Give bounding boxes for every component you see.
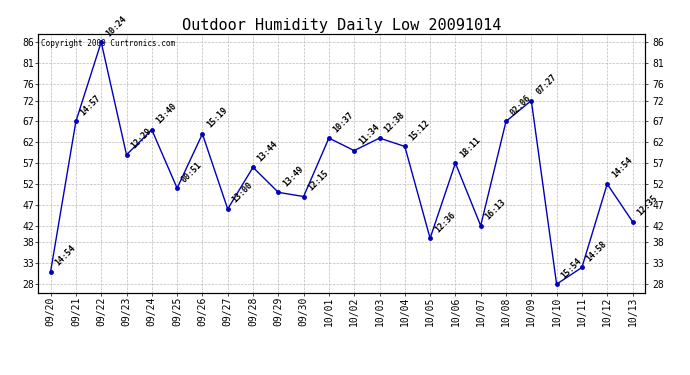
Text: 12:15: 12:15 xyxy=(306,168,331,192)
Text: 10:37: 10:37 xyxy=(332,110,356,134)
Text: 15:12: 15:12 xyxy=(408,118,432,142)
Text: 14:57: 14:57 xyxy=(79,93,103,117)
Text: 00:51: 00:51 xyxy=(180,160,204,184)
Text: 18:11: 18:11 xyxy=(458,135,482,159)
Text: 14:58: 14:58 xyxy=(584,239,609,263)
Text: 12:29: 12:29 xyxy=(129,127,153,151)
Text: 12:36: 12:36 xyxy=(433,210,457,234)
Text: 10:24: 10:24 xyxy=(104,14,128,38)
Text: 11:34: 11:34 xyxy=(357,122,381,147)
Title: Outdoor Humidity Daily Low 20091014: Outdoor Humidity Daily Low 20091014 xyxy=(182,18,501,33)
Text: Copyright 2009 Curtronics.com: Copyright 2009 Curtronics.com xyxy=(41,39,175,48)
Text: 13:49: 13:49 xyxy=(281,164,305,188)
Text: 14:54: 14:54 xyxy=(610,156,634,180)
Text: 13:44: 13:44 xyxy=(256,139,280,163)
Text: 14:54: 14:54 xyxy=(53,243,77,267)
Text: 07:27: 07:27 xyxy=(534,72,558,96)
Text: 15:19: 15:19 xyxy=(205,106,229,130)
Text: 12:35: 12:35 xyxy=(635,194,660,217)
Text: 13:00: 13:00 xyxy=(230,181,255,205)
Text: 02:06: 02:06 xyxy=(509,93,533,117)
Text: 15:54: 15:54 xyxy=(560,256,584,280)
Text: 12:38: 12:38 xyxy=(382,110,406,134)
Text: 13:40: 13:40 xyxy=(155,102,179,126)
Text: 16:13: 16:13 xyxy=(484,198,508,222)
